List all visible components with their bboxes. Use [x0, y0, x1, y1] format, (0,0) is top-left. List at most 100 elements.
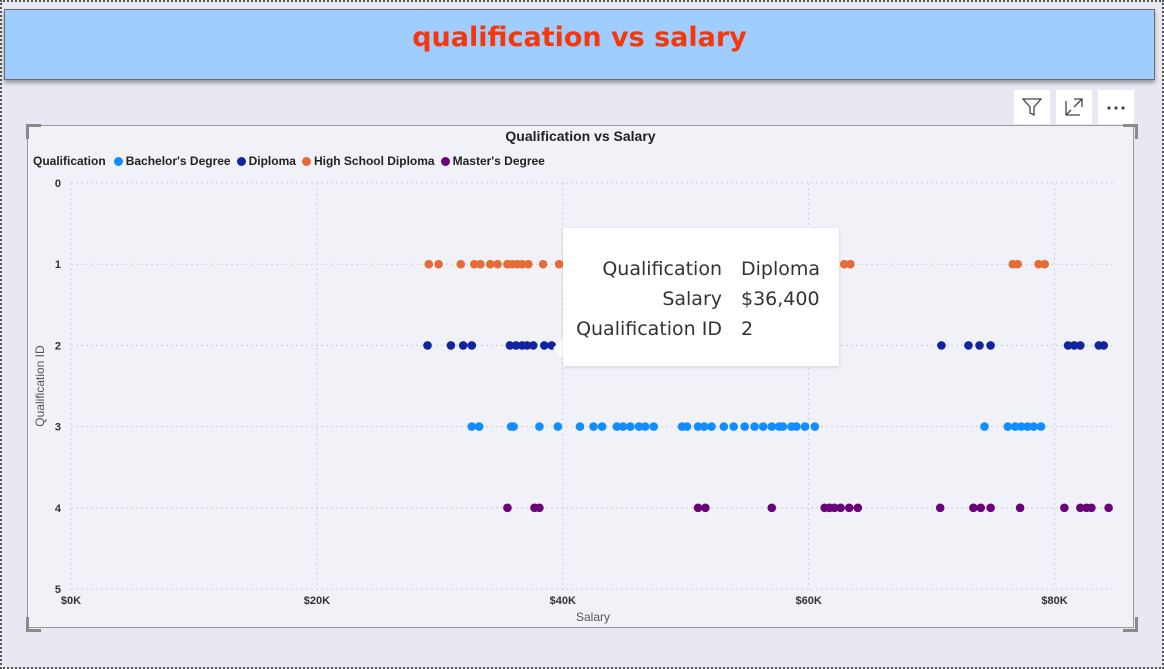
data-point-high-school-diploma[interactable] — [538, 259, 548, 269]
data-point-diploma[interactable] — [528, 341, 538, 350]
data-point-bachelor-s-degree[interactable] — [699, 422, 709, 431]
data-point-master-s-degree[interactable] — [1087, 503, 1096, 513]
legend-item-high-school-diploma[interactable]: High School Diploma — [301, 154, 435, 168]
data-point-master-s-degree[interactable] — [976, 503, 986, 513]
data-point-high-school-diploma[interactable] — [456, 259, 466, 269]
data-point-master-s-degree[interactable] — [969, 503, 978, 513]
data-point-master-s-degree[interactable] — [767, 503, 777, 513]
data-point-master-s-degree[interactable] — [701, 503, 710, 513]
data-point-master-s-degree[interactable] — [693, 503, 703, 513]
data-point-bachelor-s-degree[interactable] — [810, 422, 820, 431]
legend-item-bachelors-degree[interactable]: Bachelor's Degree — [113, 154, 231, 168]
data-point-bachelor-s-degree[interactable] — [1003, 422, 1013, 431]
data-point-bachelor-s-degree[interactable] — [634, 422, 644, 431]
scatter-visual-container[interactable] — [27, 125, 1134, 628]
data-point-master-s-degree[interactable] — [986, 503, 995, 513]
data-point-bachelor-s-degree[interactable] — [597, 422, 607, 431]
data-point-diploma[interactable] — [446, 341, 456, 350]
data-point-bachelor-s-degree[interactable] — [792, 422, 801, 431]
data-point-master-s-degree[interactable] — [1060, 503, 1069, 513]
data-point-bachelor-s-degree[interactable] — [707, 422, 716, 431]
data-point-diploma[interactable] — [458, 341, 468, 350]
data-point-bachelor-s-degree[interactable] — [509, 422, 518, 431]
data-point-diploma[interactable] — [1069, 341, 1079, 350]
data-point-bachelor-s-degree[interactable] — [1023, 422, 1032, 431]
data-point-diploma[interactable] — [423, 341, 432, 350]
data-point-diploma[interactable] — [986, 341, 995, 350]
data-point-high-school-diploma[interactable] — [1040, 259, 1049, 269]
data-point-diploma[interactable] — [1063, 341, 1073, 350]
data-point-high-school-diploma[interactable] — [846, 259, 855, 269]
resize-handle-bottom-left[interactable] — [26, 617, 41, 632]
data-point-master-s-degree[interactable] — [1104, 503, 1113, 513]
data-point-diploma[interactable] — [1099, 341, 1109, 350]
data-point-bachelor-s-degree[interactable] — [640, 422, 650, 431]
data-point-bachelor-s-degree[interactable] — [740, 422, 750, 431]
data-point-bachelor-s-degree[interactable] — [626, 422, 635, 431]
data-point-high-school-diploma[interactable] — [554, 259, 564, 269]
data-point-diploma[interactable] — [467, 341, 477, 350]
data-point-diploma[interactable] — [1076, 341, 1085, 350]
legend-item-diploma[interactable]: Diploma — [236, 154, 296, 168]
data-point-bachelor-s-degree[interactable] — [980, 422, 989, 431]
data-point-bachelor-s-degree[interactable] — [612, 422, 622, 431]
data-point-master-s-degree[interactable] — [503, 503, 512, 513]
data-point-master-s-degree[interactable] — [1015, 503, 1025, 513]
data-point-bachelor-s-degree[interactable] — [467, 422, 477, 431]
data-point-high-school-diploma[interactable] — [1013, 259, 1022, 269]
data-point-master-s-degree[interactable] — [535, 503, 544, 513]
resize-handle-top-right[interactable] — [1123, 124, 1138, 139]
data-point-bachelor-s-degree[interactable] — [719, 422, 729, 431]
data-point-bachelor-s-degree[interactable] — [758, 422, 768, 431]
data-point-bachelor-s-degree[interactable] — [778, 422, 788, 431]
data-point-diploma[interactable] — [540, 341, 549, 350]
data-point-high-school-diploma[interactable] — [424, 259, 434, 269]
data-point-master-s-degree[interactable] — [836, 503, 845, 513]
data-point-bachelor-s-degree[interactable] — [1010, 422, 1020, 431]
data-point-bachelor-s-degree[interactable] — [800, 422, 810, 431]
data-point-high-school-diploma[interactable] — [469, 259, 479, 269]
resize-handle-top-left[interactable] — [26, 124, 41, 139]
resize-handle-bottom-right[interactable] — [1123, 617, 1138, 632]
data-point-high-school-diploma[interactable] — [434, 259, 443, 269]
data-point-high-school-diploma[interactable] — [1034, 259, 1043, 269]
data-point-high-school-diploma[interactable] — [476, 259, 485, 269]
data-point-high-school-diploma[interactable] — [485, 259, 495, 269]
more-options-button[interactable] — [1098, 90, 1134, 124]
data-point-diploma[interactable] — [511, 341, 521, 350]
data-point-bachelor-s-degree[interactable] — [729, 422, 738, 431]
data-point-high-school-diploma[interactable] — [524, 259, 533, 269]
data-point-bachelor-s-degree[interactable] — [575, 422, 585, 431]
focus-mode-button[interactable] — [1056, 90, 1092, 124]
data-point-bachelor-s-degree[interactable] — [589, 422, 598, 431]
data-point-master-s-degree[interactable] — [853, 503, 863, 513]
data-point-bachelor-s-degree[interactable] — [693, 422, 703, 431]
data-point-diploma[interactable] — [522, 341, 532, 350]
data-point-bachelor-s-degree[interactable] — [682, 422, 692, 431]
data-point-master-s-degree[interactable] — [830, 503, 839, 513]
filter-button[interactable] — [1014, 90, 1050, 124]
data-point-diploma[interactable] — [964, 341, 973, 350]
data-point-high-school-diploma[interactable] — [517, 259, 527, 269]
data-point-bachelor-s-degree[interactable] — [1036, 422, 1046, 431]
data-point-diploma[interactable] — [937, 341, 946, 350]
data-point-diploma[interactable] — [505, 341, 515, 350]
data-point-bachelor-s-degree[interactable] — [535, 422, 544, 431]
data-point-bachelor-s-degree[interactable] — [553, 422, 563, 431]
data-point-high-school-diploma[interactable] — [493, 259, 502, 269]
legend-item-masters-degree[interactable]: Master's Degree — [440, 154, 545, 168]
data-point-diploma[interactable] — [975, 341, 984, 350]
data-point-bachelor-s-degree[interactable] — [618, 422, 628, 431]
data-point-bachelor-s-degree[interactable] — [1017, 422, 1026, 431]
data-point-master-s-degree[interactable] — [844, 503, 854, 513]
data-point-high-school-diploma[interactable] — [840, 259, 849, 269]
data-point-bachelor-s-degree[interactable] — [1029, 422, 1038, 431]
data-point-master-s-degree[interactable] — [1076, 503, 1085, 513]
data-point-bachelor-s-degree[interactable] — [767, 422, 777, 431]
data-point-bachelor-s-degree[interactable] — [750, 422, 759, 431]
data-points[interactable] — [423, 259, 1113, 513]
data-point-bachelor-s-degree[interactable] — [649, 422, 659, 431]
data-point-master-s-degree[interactable] — [935, 503, 945, 513]
data-point-bachelor-s-degree[interactable] — [474, 422, 484, 431]
